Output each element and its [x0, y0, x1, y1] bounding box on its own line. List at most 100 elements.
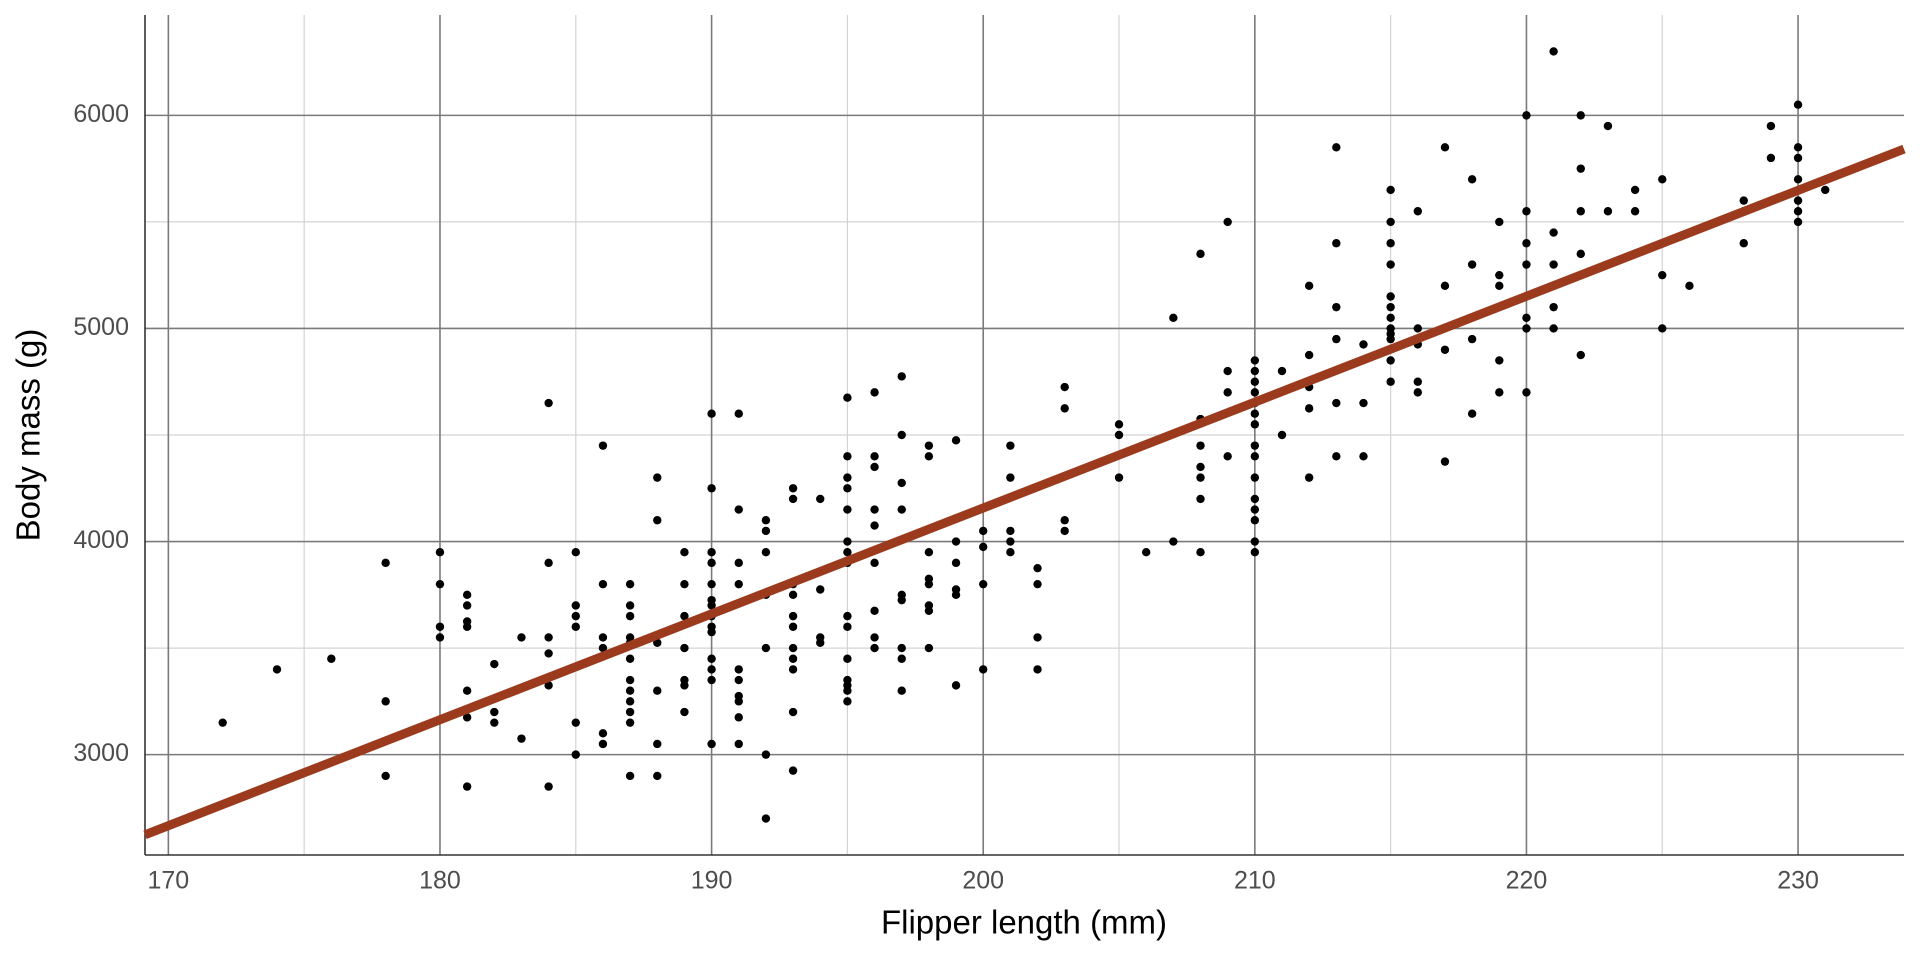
point	[924, 643, 934, 653]
point	[1413, 388, 1423, 397]
point	[843, 393, 852, 402]
point	[1386, 239, 1395, 248]
point	[761, 516, 771, 525]
point	[598, 441, 608, 450]
point	[1495, 356, 1504, 365]
point	[761, 814, 771, 823]
point	[544, 558, 553, 568]
point	[1169, 537, 1178, 546]
point	[435, 547, 445, 557]
point	[788, 665, 798, 674]
point	[979, 542, 988, 552]
point	[1359, 398, 1368, 408]
point	[1033, 633, 1042, 642]
point	[843, 484, 852, 493]
x-axis-title: Flipper length (mm)	[881, 904, 1167, 941]
point	[924, 606, 934, 615]
x-tick-label: 230	[1777, 867, 1819, 895]
point	[435, 622, 445, 631]
point	[1413, 324, 1423, 333]
point	[816, 585, 825, 594]
point	[1576, 207, 1585, 216]
regression-line	[143, 144, 1906, 839]
point	[843, 654, 852, 663]
point	[1658, 270, 1667, 280]
point	[1467, 260, 1477, 269]
point	[1250, 366, 1260, 376]
point	[653, 771, 662, 781]
point	[1386, 377, 1395, 386]
point	[1549, 302, 1558, 312]
y-tick-label: 3000	[73, 739, 129, 767]
point	[843, 547, 852, 557]
point	[1250, 409, 1260, 418]
point	[625, 697, 635, 706]
point	[1196, 494, 1205, 504]
point	[625, 707, 635, 717]
point	[1576, 111, 1585, 120]
point	[707, 484, 716, 493]
point	[843, 622, 852, 631]
point	[870, 388, 879, 397]
x-tick-label: 210	[1234, 867, 1276, 895]
point	[1603, 121, 1613, 131]
point	[1522, 207, 1531, 216]
point	[788, 707, 798, 717]
point	[490, 707, 499, 717]
point	[707, 579, 716, 589]
point	[843, 611, 852, 621]
point	[1821, 185, 1830, 195]
point	[381, 558, 390, 568]
point	[1766, 153, 1776, 163]
point	[1386, 260, 1395, 269]
point	[1114, 430, 1124, 440]
point	[381, 697, 390, 706]
point	[761, 547, 771, 557]
point	[1332, 239, 1341, 248]
point	[1630, 207, 1640, 216]
point	[1006, 473, 1015, 482]
point	[1304, 350, 1314, 360]
point	[625, 718, 635, 727]
point	[1522, 388, 1531, 397]
point	[1223, 388, 1232, 397]
point	[951, 436, 961, 445]
point	[897, 686, 906, 695]
point	[625, 675, 635, 685]
point	[653, 686, 662, 695]
point	[1793, 207, 1803, 216]
point	[924, 452, 934, 461]
point	[1223, 452, 1232, 461]
point	[1386, 302, 1395, 312]
point	[571, 547, 580, 557]
point	[435, 579, 445, 589]
point	[1576, 249, 1585, 259]
point	[598, 643, 608, 653]
point	[816, 494, 825, 504]
point	[625, 686, 635, 695]
point	[1603, 207, 1613, 216]
point	[680, 611, 689, 621]
point	[951, 537, 961, 546]
point	[897, 654, 906, 663]
point	[1250, 516, 1260, 525]
point	[1549, 324, 1558, 333]
point	[897, 595, 906, 605]
point	[707, 547, 716, 557]
point	[870, 643, 879, 653]
point	[1196, 441, 1205, 450]
point	[1141, 547, 1151, 557]
point	[788, 766, 798, 775]
point	[1739, 196, 1748, 205]
point	[843, 697, 852, 706]
point	[1250, 505, 1260, 514]
point	[680, 579, 689, 589]
point	[707, 627, 716, 637]
point	[1250, 452, 1260, 461]
point	[1033, 563, 1042, 573]
y-tick-label: 6000	[73, 100, 129, 128]
point	[1549, 228, 1558, 237]
point	[788, 654, 798, 663]
point	[1522, 260, 1531, 269]
point	[1495, 388, 1504, 397]
